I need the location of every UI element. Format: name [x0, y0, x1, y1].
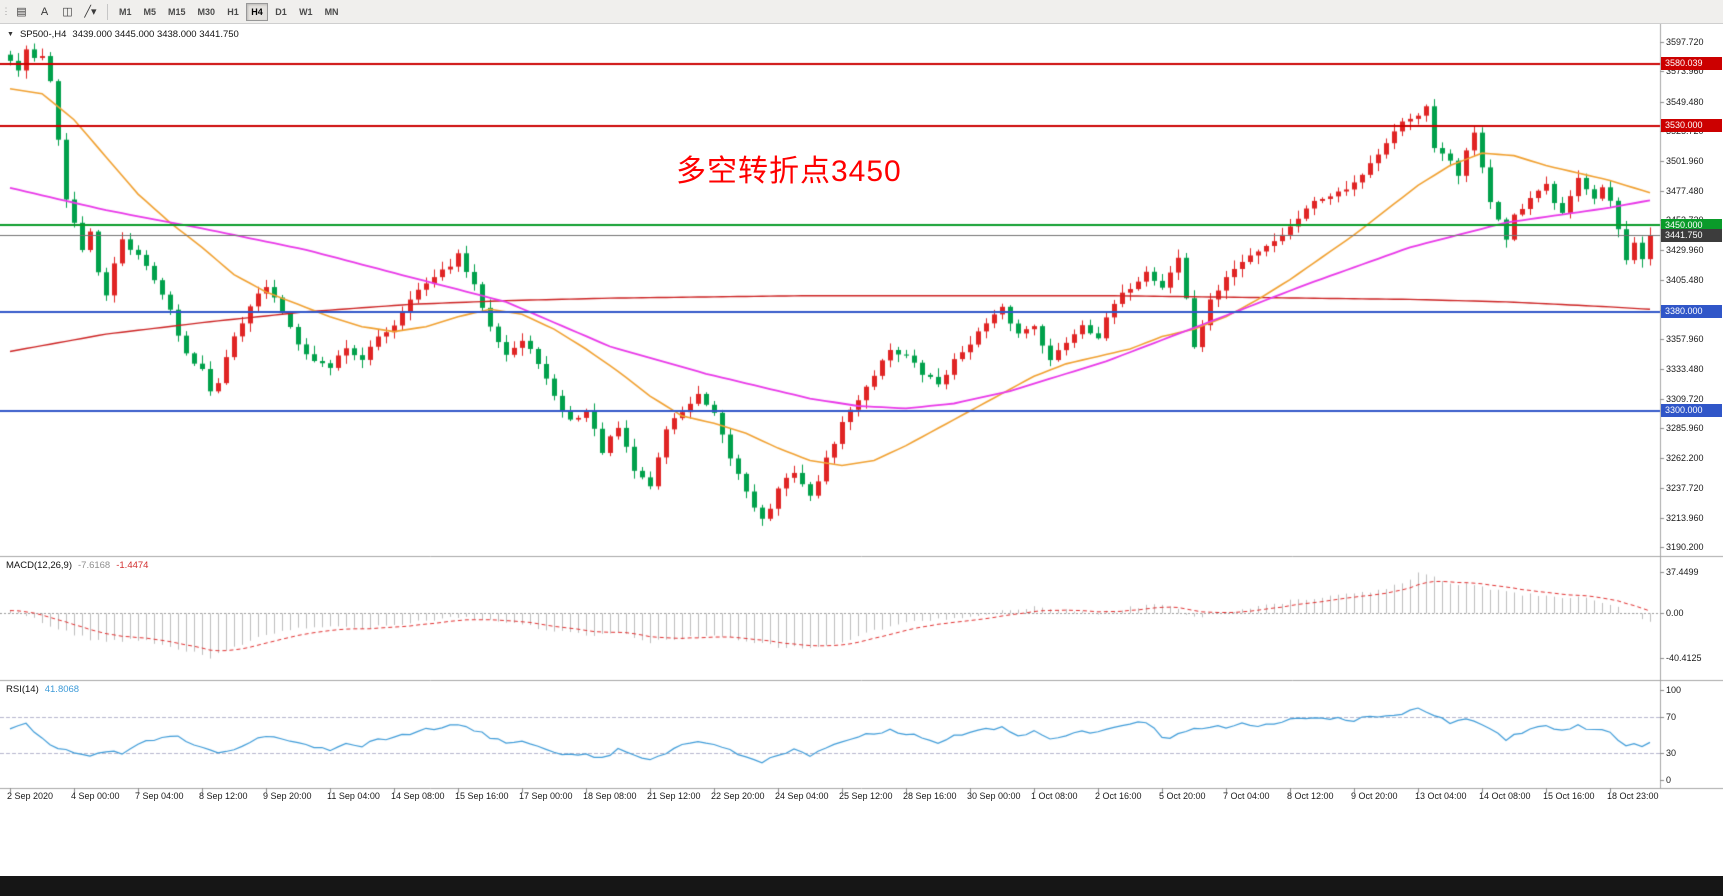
price-axis-label: 3573.960 — [1666, 66, 1704, 77]
timeframe-toolbar: M1 M5 M15 M30 H1 H4 D1 W1 MN — [113, 2, 345, 21]
timeframe-button-w1[interactable]: W1 — [299, 6, 313, 17]
price-tag: 3530.000 — [1661, 119, 1722, 133]
time-axis-label: 18 Oct 23:00 — [1607, 791, 1659, 801]
time-axis-label: 24 Sep 04:00 — [775, 791, 829, 801]
time-axis-label: 2 Oct 16:00 — [1095, 791, 1142, 801]
chart-ohlc-values: 3439.000 3445.000 3438.000 3441.750 — [72, 29, 239, 40]
price-tag: 3450.000 — [1661, 218, 1722, 232]
time-axis-label: 28 Sep 16:00 — [903, 791, 957, 801]
timeframe-button-m30[interactable]: M30 — [197, 6, 216, 17]
rsi-name: RSI(14) — [6, 684, 39, 695]
time-axis-label: 14 Sep 08:00 — [391, 791, 445, 801]
price-axis-label: 3213.960 — [1666, 512, 1704, 523]
annotation-text: 多空转折点3450 — [676, 155, 902, 188]
rsi-label: RSI(14) 41.8068 — [6, 684, 79, 695]
timeframe-button-h4[interactable]: H4 — [246, 2, 269, 21]
rsi-value: 41.8068 — [44, 684, 80, 695]
rsi-axis-label: 0 — [1666, 775, 1672, 785]
time-axis-label: 30 Sep 00:00 — [967, 791, 1021, 801]
macd-axis-label: -40.4125 — [1666, 653, 1702, 663]
timeframe-button-m5[interactable]: M5 — [143, 6, 157, 17]
price-axis-label: 3333.480 — [1666, 364, 1704, 375]
rsi-axis-label: 100 — [1666, 685, 1682, 695]
time-axis-label: 9 Oct 20:00 — [1351, 791, 1398, 801]
timeframe-button-mn[interactable]: MN — [324, 6, 339, 17]
price-axis-label: 3237.720 — [1666, 483, 1704, 494]
price-axis-label: 3309.720 — [1666, 393, 1704, 404]
price-axis-label: 3477.480 — [1666, 186, 1704, 196]
chart-area: ▼ SP500-,H4 3439.000 3445.000 3438.000 3… — [0, 24, 1723, 806]
toolbar: ⋮ ▤ A ◫ ╱▾ M1 M5 M15 M30 H1 H4 D1 W1 MN — [0, 0, 1723, 24]
timeframe-button-m1[interactable]: M1 — [119, 6, 132, 17]
price-axis-label: 3501.960 — [1666, 155, 1704, 166]
time-axis-label: 4 Sep 00:00 — [71, 791, 120, 801]
time-axis-label: 1 Oct 08:00 — [1031, 791, 1078, 801]
time-axis-label: 7 Oct 04:00 — [1223, 791, 1270, 801]
price-axis-label: 3429.960 — [1666, 244, 1704, 255]
price-axis-label: 3285.960 — [1666, 423, 1704, 434]
time-axis-label: 15 Sep 16:00 — [455, 791, 509, 801]
charts-grid-icon[interactable]: ▤ — [16, 6, 27, 18]
time-axis-label: 22 Sep 20:00 — [711, 791, 765, 801]
timeframe-button-h1[interactable]: H1 — [227, 6, 239, 17]
time-axis-label: 18 Sep 08:00 — [583, 791, 637, 801]
timeframe-button-d1[interactable]: D1 — [275, 6, 287, 17]
bottom-bar — [0, 876, 1723, 896]
macd-signal-value: -1.4474 — [116, 560, 149, 571]
price-axis-label: 3597.720 — [1666, 37, 1704, 47]
toolbar-separator — [107, 3, 108, 20]
price-chart-canvas[interactable] — [0, 24, 1723, 806]
toolbar-drag-handle[interactable]: ⋮ — [1, 6, 11, 16]
line-studies-dropdown[interactable]: ╱▾ — [84, 6, 97, 18]
macd-name: MACD(12,26,9) — [6, 560, 72, 571]
price-axis-label: 3190.200 — [1666, 542, 1704, 552]
price-tag: 3441.750 — [1661, 228, 1722, 242]
timeframe-button-m15[interactable]: M15 — [168, 6, 186, 17]
price-axis-label: 3549.480 — [1666, 96, 1704, 107]
time-axis-label: 11 Sep 04:00 — [327, 791, 380, 801]
chart-symbol-period: SP500-,H4 — [19, 29, 67, 40]
price-axis-label: 3262.200 — [1666, 452, 1704, 463]
text-tool-button[interactable]: A — [40, 5, 49, 18]
symbol-dropdown-icon[interactable]: ▼ — [7, 31, 14, 38]
time-axis-label: 8 Oct 12:00 — [1287, 791, 1334, 801]
time-axis-label: 13 Oct 04:00 — [1415, 791, 1467, 801]
price-tag: 3380.000 — [1661, 305, 1722, 319]
tool-icons-group: ▤ A ◫ ╱▾ — [10, 2, 102, 21]
object-window-icon[interactable]: ◫ — [62, 6, 73, 18]
chart-title: ▼ SP500-,H4 3439.000 3445.000 3438.000 3… — [7, 29, 239, 40]
macd-main-value: -7.6168 — [78, 560, 111, 571]
price-axis-label: 3357.960 — [1666, 334, 1704, 345]
time-axis-label: 7 Sep 04:00 — [135, 791, 184, 801]
rsi-axis-label: 70 — [1666, 712, 1677, 722]
price-axis-label: 3405.480 — [1666, 275, 1704, 286]
macd-axis-label: 0.00 — [1666, 608, 1684, 619]
rsi-axis-label: 30 — [1666, 748, 1677, 758]
time-axis-label: 14 Oct 08:00 — [1479, 791, 1531, 801]
price-tag: 3580.039 — [1661, 57, 1722, 71]
time-axis-label: 8 Sep 12:00 — [199, 791, 248, 801]
macd-axis-label: 37.4499 — [1666, 567, 1699, 577]
time-axis-label: 17 Sep 00:00 — [519, 791, 573, 801]
time-axis-label: 25 Sep 12:00 — [839, 791, 893, 801]
time-axis-label: 5 Oct 20:00 — [1159, 791, 1206, 801]
time-axis-label: 2 Sep 2020 — [7, 791, 54, 801]
time-axis-label: 15 Oct 16:00 — [1543, 791, 1595, 801]
macd-label: MACD(12,26,9) -7.6168 -1.4474 — [6, 560, 148, 571]
time-axis-label: 9 Sep 20:00 — [263, 791, 312, 801]
time-axis-label: 21 Sep 12:00 — [647, 791, 701, 801]
price-tag: 3300.000 — [1661, 404, 1722, 418]
